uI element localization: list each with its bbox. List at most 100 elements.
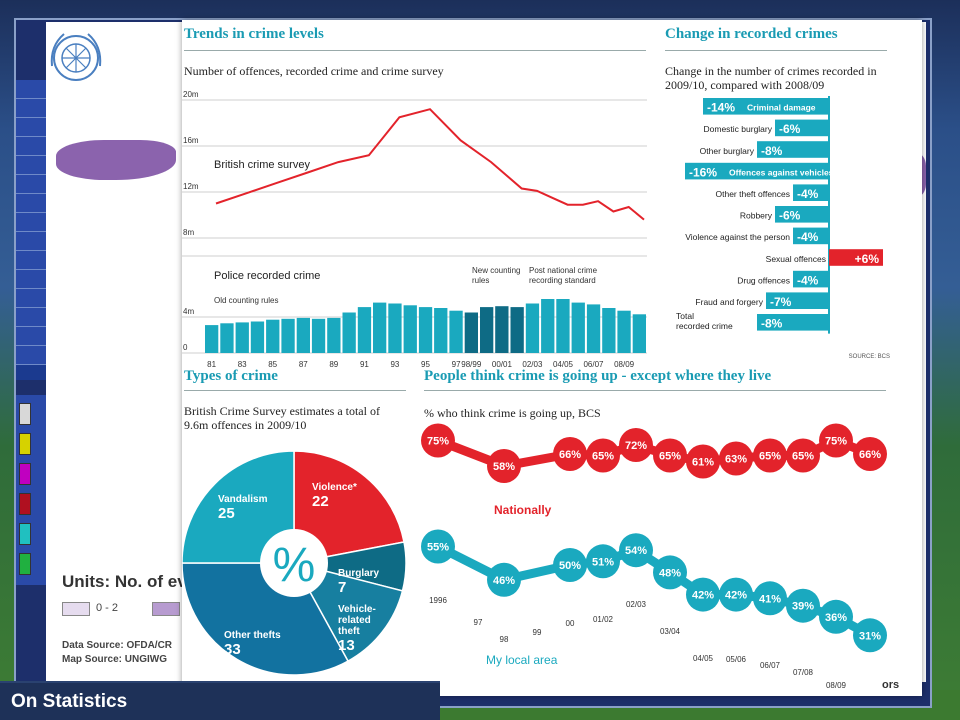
police-tick-label: 06/07	[583, 360, 604, 369]
survey-tick-label: 12m	[183, 182, 199, 191]
pie-slice-value: 33	[224, 641, 241, 658]
background-sidebar-menu	[16, 80, 46, 380]
police-tick-label: 95	[421, 360, 430, 369]
perception-x-label: 99	[533, 628, 542, 637]
change-value-label: +6%	[855, 252, 880, 266]
police-tick-label: 81	[207, 360, 216, 369]
trends-title: Trends in crime levels	[184, 26, 324, 42]
change-value-label: -4%	[797, 187, 819, 201]
nationally-series-label: Nationally	[494, 503, 552, 517]
units-swatch-1	[62, 602, 90, 616]
nationally-point	[753, 438, 787, 473]
change-bar	[793, 227, 829, 245]
survey-tick-label: 16m	[183, 136, 199, 145]
change-bar	[775, 119, 829, 137]
police-bar	[480, 307, 494, 353]
change-category-label: Criminal damage	[747, 103, 816, 113]
nationally-value-label: 66%	[859, 449, 881, 461]
police-tick-label: 89	[329, 360, 338, 369]
nationally-point	[653, 438, 687, 473]
nationally-point	[421, 423, 455, 458]
perception-x-label: 97	[474, 618, 483, 627]
nationally-point	[686, 444, 720, 479]
perception-title: People think crime is going up - except …	[424, 368, 772, 384]
change-category-label: Violence against the person	[685, 232, 790, 242]
nationally-value-label: 72%	[625, 440, 647, 452]
change-category-label-line2: recorded crime	[676, 321, 733, 331]
police-bar	[235, 322, 249, 353]
post-standard-label: Post national crime	[529, 266, 598, 275]
nationally-value-label: 65%	[759, 451, 781, 463]
units-swatch-2	[152, 602, 180, 616]
change-value-label: -16%	[689, 165, 717, 179]
police-bar	[205, 325, 219, 353]
perception-x-label: 00	[566, 619, 575, 628]
nationally-value-label: 65%	[592, 451, 614, 463]
change-category-label: Fraud and forgery	[695, 297, 763, 307]
perception-x-label: 02/03	[626, 600, 647, 609]
change-category-label: Total	[676, 311, 694, 321]
police-bar	[327, 317, 341, 353]
change-title: Change in recorded crimes	[665, 26, 838, 42]
change-category-label: Other theft offences	[716, 189, 791, 199]
change-category-label: Offences against vehicles	[729, 167, 834, 177]
police-tick-label: 83	[238, 360, 247, 369]
units-title: Units: No. of ev	[62, 572, 187, 591]
pie-slice-label: Violence*	[312, 482, 357, 493]
slide-caption-bar: On Statistics	[0, 681, 440, 720]
local-area-point	[686, 577, 720, 612]
units-range-1: 0 - 2	[96, 602, 119, 614]
change-value-label: -6%	[779, 122, 801, 136]
nationally-value-label: 61%	[692, 457, 714, 469]
pie-center	[260, 529, 328, 597]
police-bar	[418, 307, 433, 353]
police-tick-label: 00/01	[492, 360, 513, 369]
change-value-label: -8%	[761, 144, 783, 158]
police-bar	[602, 308, 616, 353]
map-region-alaska	[56, 140, 176, 180]
trends-chart: 8m 12m 16m 20m British crime survey Police re…	[182, 90, 647, 369]
types-subtitle: British Crime Survey estimates a total o…	[184, 404, 380, 432]
trends-subtitle: Number of offences, recorded crime and c…	[184, 64, 444, 78]
perception-subtitle: % who think crime is going up, BCS	[424, 406, 601, 420]
pie-slice-label-cont: theft	[338, 626, 360, 637]
pie-slice-label: Burglary	[338, 568, 380, 579]
pie-slice	[292, 561, 404, 663]
local-area-point	[753, 581, 787, 616]
local-area-value-label: 50%	[559, 560, 581, 572]
police-bar	[296, 317, 310, 353]
local-area-value-label: 42%	[725, 590, 747, 602]
police-tick-label: 85	[268, 360, 277, 369]
police-tick-label: 0	[183, 343, 188, 352]
change-value-label: -7%	[770, 295, 792, 309]
nationally-value-label: 65%	[659, 451, 681, 463]
local-area-point	[819, 599, 853, 634]
local-area-point	[853, 618, 887, 653]
police-bar	[281, 318, 295, 353]
pie-slice	[293, 450, 405, 564]
police-bar	[449, 310, 463, 353]
pie-slice-label: Vehicle-	[338, 604, 376, 615]
police-bar	[464, 312, 478, 353]
change-value-label: -4%	[797, 230, 819, 244]
police-tick-label: 02/03	[522, 360, 543, 369]
police-bar	[388, 303, 402, 353]
perception-x-label: 01/02	[593, 615, 614, 624]
nationally-point	[786, 438, 820, 473]
police-bar	[434, 308, 448, 353]
nationally-point	[553, 437, 587, 471]
police-tick-label: 08/09	[614, 360, 635, 369]
background-legend-swatches	[16, 395, 46, 585]
new-rules-label-line2: rules	[472, 276, 489, 285]
change-bar	[757, 314, 829, 331]
nationally-point	[619, 428, 653, 462]
perception-x-label: 06/07	[760, 661, 781, 670]
pie-slice	[182, 450, 295, 564]
survey-line	[215, 108, 645, 221]
police-bar	[266, 319, 280, 353]
police-bar	[250, 321, 265, 353]
map-source: Map Source: UNGIWG	[62, 654, 168, 665]
pie-center-symbol: %	[273, 539, 316, 592]
pie-slice-label: Vandalism	[218, 494, 268, 505]
